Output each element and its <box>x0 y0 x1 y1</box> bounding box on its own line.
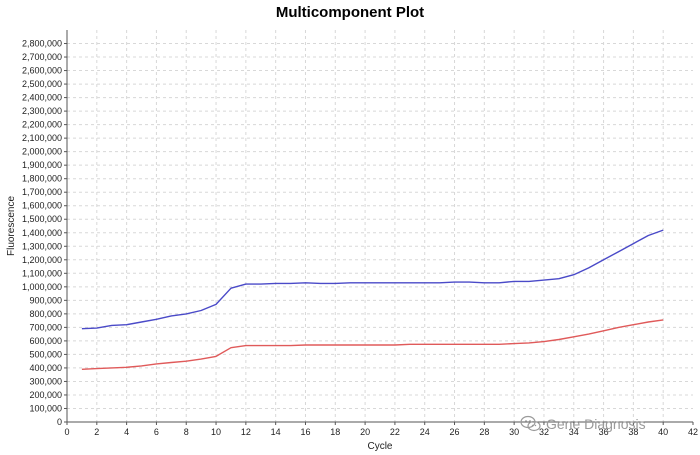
y-tick-label: 1,000,000 <box>22 282 62 292</box>
y-tick-label: 1,600,000 <box>22 201 62 211</box>
x-axis-title: Cycle <box>367 441 392 452</box>
y-tick-label: 2,300,000 <box>22 106 62 116</box>
y-axis-title: Fluorescence <box>6 196 17 256</box>
series-line-1 <box>81 229 664 330</box>
chart-title: Multicomponent Plot <box>275 4 425 21</box>
x-tick-label: 22 <box>390 427 400 437</box>
x-tick-label: 8 <box>184 427 189 437</box>
watermark-text: Gene Diagnosis <box>546 416 646 432</box>
y-tick-label: 2,700,000 <box>22 52 62 62</box>
wechat-icon <box>520 415 541 432</box>
x-tick-label: 10 <box>211 427 221 437</box>
x-tick-label: 12 <box>241 427 251 437</box>
y-tick-label: 200,000 <box>29 390 62 400</box>
x-tick-label: 16 <box>300 427 310 437</box>
y-tick-label: 1,100,000 <box>22 268 62 278</box>
y-tick-label: 1,700,000 <box>22 187 62 197</box>
x-tick-label: 38 <box>628 427 638 437</box>
y-tick-label: 1,900,000 <box>22 160 62 170</box>
x-tick-label: 6 <box>154 427 159 437</box>
x-tick-label: 20 <box>360 427 370 437</box>
y-tick-label: 1,200,000 <box>22 255 62 265</box>
y-tick-label: 500,000 <box>29 349 62 359</box>
x-tick-label: 32 <box>539 427 549 437</box>
x-tick-label: 0 <box>64 427 69 437</box>
y-tick-label: 1,500,000 <box>22 214 62 224</box>
x-tick-label: 34 <box>569 427 579 437</box>
y-tick-label: 1,800,000 <box>22 174 62 184</box>
y-tick-label: 300,000 <box>29 376 62 386</box>
y-tick-label: 0 <box>57 417 62 427</box>
y-tick-label: 2,000,000 <box>22 147 62 157</box>
y-tick-label: 2,800,000 <box>22 39 62 49</box>
x-tick-label: 2 <box>94 427 99 437</box>
x-tick-label: 18 <box>330 427 340 437</box>
y-tick-label: 700,000 <box>29 322 62 332</box>
y-tick-label: 1,300,000 <box>22 241 62 251</box>
y-tick-label: 600,000 <box>29 336 62 346</box>
x-tick-label: 24 <box>420 427 430 437</box>
y-tick-label: 800,000 <box>29 309 62 319</box>
y-tick-label: 400,000 <box>29 363 62 373</box>
watermark: Gene Diagnosis <box>520 412 698 436</box>
x-tick-label: 42 <box>688 427 698 437</box>
x-tick-label: 4 <box>124 427 129 437</box>
x-tick-label: 28 <box>479 427 489 437</box>
axes <box>64 30 694 425</box>
tick-labels: 0 100,000 200,000 300,000 400,000 500,000 600,… <box>22 39 698 437</box>
x-tick-label: 40 <box>658 427 668 437</box>
x-tick-label: 36 <box>599 427 609 437</box>
y-tick-label: 1,400,000 <box>22 228 62 238</box>
x-tick-label: 14 <box>271 427 281 437</box>
y-tick-label: 2,400,000 <box>22 93 62 103</box>
y-tick-label: 100,000 <box>29 403 62 413</box>
series-lines <box>81 229 664 370</box>
x-tick-label: 26 <box>450 427 460 437</box>
y-tick-label: 2,200,000 <box>22 120 62 130</box>
y-tick-label: 2,100,000 <box>22 133 62 143</box>
x-tick-label: 30 <box>509 427 519 437</box>
y-tick-label: 2,600,000 <box>22 66 62 76</box>
y-tick-label: 2,500,000 <box>22 79 62 89</box>
series-line-2 <box>81 319 664 370</box>
y-tick-label: 900,000 <box>29 295 62 305</box>
